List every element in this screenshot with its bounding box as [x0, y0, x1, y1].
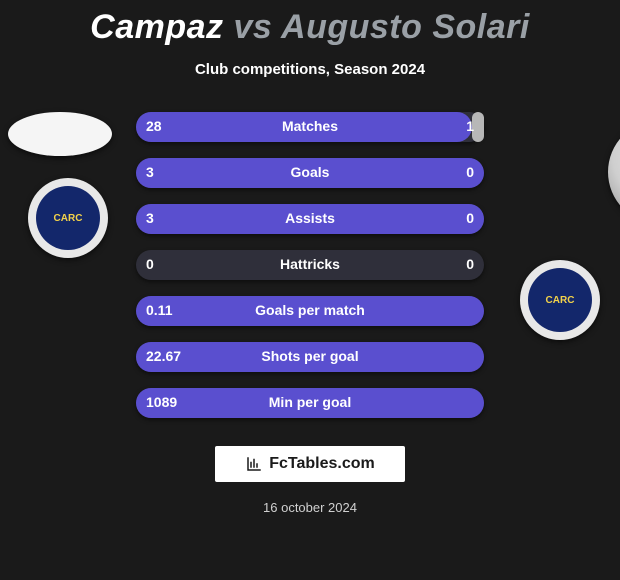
stat-row: 22.67Shots per goal — [0, 334, 620, 380]
stat-bar: 28 1Matches — [136, 112, 484, 142]
stat-bar: 22.67Shots per goal — [136, 342, 484, 372]
stat-value-left: 0 — [146, 256, 154, 272]
stat-label: Min per goal — [136, 394, 484, 410]
stat-row: 1089Min per goal — [0, 380, 620, 426]
player2-name: Augusto Solari — [281, 8, 530, 46]
stat-value-left: 1089 — [146, 394, 177, 410]
stat-row: 0 0Hattricks — [0, 242, 620, 288]
stat-value-right: 0 — [466, 256, 474, 272]
stat-value-left: 22.67 — [146, 348, 181, 364]
brand-box: FcTables.com — [215, 446, 405, 482]
date-text: 16 october 2024 — [0, 500, 620, 515]
stat-value-right: 0 — [466, 210, 474, 226]
stat-label: Goals — [136, 164, 484, 180]
stat-value-left: 0.11 — [146, 302, 172, 318]
stat-label: Matches — [136, 118, 484, 134]
stat-label: Hattricks — [136, 256, 484, 272]
stat-row: 3 0Goals — [0, 150, 620, 196]
player1-name: Campaz — [90, 8, 223, 46]
chart-icon — [245, 455, 263, 473]
subtitle: Club competitions, Season 2024 — [0, 61, 620, 78]
stat-value-left: 28 — [146, 118, 162, 134]
stat-label: Goals per match — [136, 302, 484, 318]
stat-row: 28 1Matches — [0, 104, 620, 150]
stat-bar: 0 0Hattricks — [136, 250, 484, 280]
stat-row: 0.11Goals per match — [0, 288, 620, 334]
stat-label: Assists — [136, 210, 484, 226]
stat-bar: 3 0Goals — [136, 158, 484, 188]
stat-bar: 3 0Assists — [136, 204, 484, 234]
stat-value-right: 0 — [466, 164, 474, 180]
vs-text: vs — [234, 8, 273, 46]
stat-rows: 281Matches30Goals30Assists00Hattricks0.1… — [0, 104, 620, 426]
stat-value-left: 3 — [146, 164, 154, 180]
stat-bar: 0.11Goals per match — [136, 296, 484, 326]
brand-text: FcTables.com — [269, 455, 375, 473]
stat-label: Shots per goal — [136, 348, 484, 364]
stat-bar: 1089Min per goal — [136, 388, 484, 418]
stat-value-right: 1 — [466, 118, 474, 134]
stat-value-left: 3 — [146, 210, 154, 226]
comparison-title: Campaz vs Augusto Solari — [0, 0, 620, 47]
stat-row: 3 0Assists — [0, 196, 620, 242]
